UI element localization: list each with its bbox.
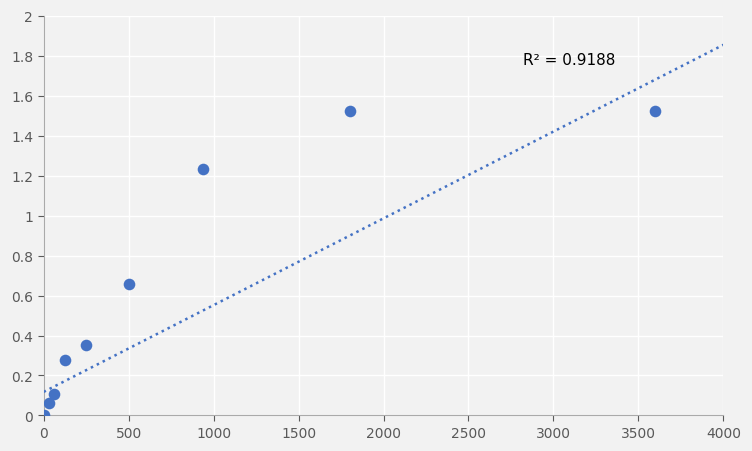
Point [650, 108, 662, 115]
Text: R² = 0.9188: R² = 0.9188 [523, 52, 615, 68]
Point [123, 280, 135, 287]
Point [59, 357, 71, 364]
Point [80, 342, 92, 350]
Point [43, 400, 55, 407]
Point [48, 391, 60, 398]
Point [38, 411, 50, 419]
Point [197, 166, 209, 173]
Point [344, 108, 356, 115]
